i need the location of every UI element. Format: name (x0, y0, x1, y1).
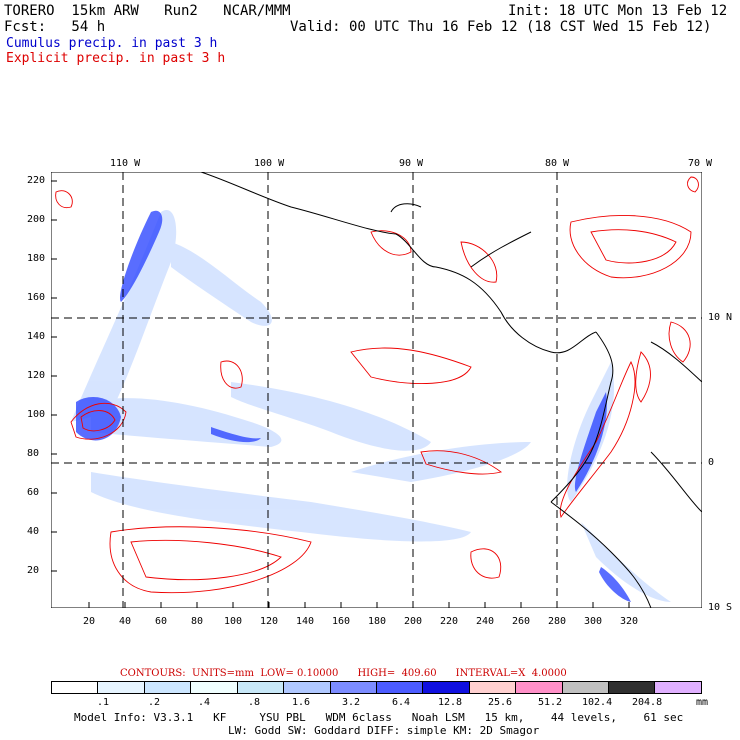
y-tick-label: 220 (27, 175, 46, 186)
legend-swatch (52, 682, 99, 693)
y-tick-label: 180 (27, 253, 46, 264)
field-label-explicit: Explicit precip. in past 3 h (6, 51, 226, 66)
legend-swatch (284, 682, 331, 693)
x-tick-label: 220 (440, 616, 459, 627)
legend-swatch (376, 682, 424, 693)
model-info: Model Info: V3.3.1 KF YSU PBL WDM 6class… (74, 711, 684, 724)
legend-label: 51.2 (538, 697, 563, 708)
lon-label-80w: 80 W (545, 158, 570, 169)
lon-label-100w: 100 W (254, 158, 285, 169)
legend-label: 3.2 (342, 697, 361, 708)
y-tick-label: 60 (27, 487, 40, 498)
field-label-cumulus: Cumulus precip. in past 3 h (6, 36, 218, 51)
x-tick-label: 160 (332, 616, 351, 627)
axis-ticks (51, 180, 630, 608)
forecast-hour: Fcst: 54 h (4, 19, 106, 35)
x-tick-label: 100 (224, 616, 243, 627)
legend-label: .2 (148, 697, 161, 708)
legend-swatch (330, 682, 377, 693)
x-tick-label: 240 (476, 616, 495, 627)
y-tick-label: 40 (27, 526, 40, 537)
x-tick-label: 40 (119, 616, 132, 627)
y-tick-label: 20 (27, 565, 40, 576)
legend-label: 12.8 (438, 697, 463, 708)
y-tick-label: 160 (27, 292, 46, 303)
x-tick-label: 120 (260, 616, 279, 627)
coastlines (200, 172, 702, 608)
legend-swatch (191, 682, 238, 693)
x-tick-label: 60 (155, 616, 168, 627)
lon-label-110w: 110 W (110, 158, 141, 169)
y-tick-label: 200 (27, 214, 46, 225)
legend-swatch (98, 682, 145, 693)
y-tick-label: 100 (27, 409, 46, 420)
lon-label-70w: 70 W (688, 158, 713, 169)
legend-swatch (144, 682, 192, 693)
legend-label: .1 (97, 697, 110, 708)
lat-label-10n: 10 N (708, 312, 733, 323)
legend-label: .4 (198, 697, 211, 708)
legend-swatch (516, 682, 563, 693)
x-tick-label: 280 (548, 616, 567, 627)
physics-info: LW: Godd SW: Goddard DIFF: simple KM: 2D… (228, 724, 540, 737)
explicit-precip-contours (55, 176, 699, 594)
init-time: Init: 18 UTC Mon 13 Feb 12 (508, 3, 728, 19)
lat-lon-grid (51, 172, 702, 608)
lat-label-10s: 10 S (708, 602, 733, 613)
y-tick-label: 140 (27, 331, 46, 342)
valid-time: Valid: 00 UTC Thu 16 Feb 12 (18 CST Wed … (290, 19, 712, 35)
legend-label: 102.4 (582, 697, 613, 708)
lat-label-0: 0 (708, 457, 715, 468)
x-tick-label: 300 (584, 616, 603, 627)
x-tick-label: 320 (620, 616, 639, 627)
legend-label: 204.8 (632, 697, 663, 708)
color-legend (51, 681, 702, 694)
legend-label: 1.6 (292, 697, 311, 708)
y-tick-label: 80 (27, 448, 40, 459)
x-tick-label: 180 (368, 616, 387, 627)
legend-label: 25.6 (488, 697, 513, 708)
legend-label: .8 (248, 697, 261, 708)
model-title: TORERO 15km ARW Run2 NCAR/MMM (4, 3, 291, 19)
legend-swatch (609, 682, 656, 693)
x-tick-label: 140 (296, 616, 315, 627)
precip-map (51, 172, 702, 608)
y-tick-label: 120 (27, 370, 46, 381)
legend-swatch (237, 682, 285, 693)
x-tick-label: 200 (404, 616, 423, 627)
legend-swatch (469, 682, 517, 693)
legend-swatch (423, 682, 470, 693)
contours-info: CONTOURS: UNITS=mm LOW= 0.10000 HIGH= 40… (120, 668, 567, 679)
lon-label-90w: 90 W (399, 158, 424, 169)
legend-label: 6.4 (392, 697, 411, 708)
legend-swatch (562, 682, 610, 693)
x-tick-label: 80 (191, 616, 204, 627)
x-tick-label: 20 (83, 616, 96, 627)
x-tick-label: 260 (512, 616, 531, 627)
legend-swatch (655, 682, 701, 693)
legend-unit: mm (696, 697, 709, 708)
